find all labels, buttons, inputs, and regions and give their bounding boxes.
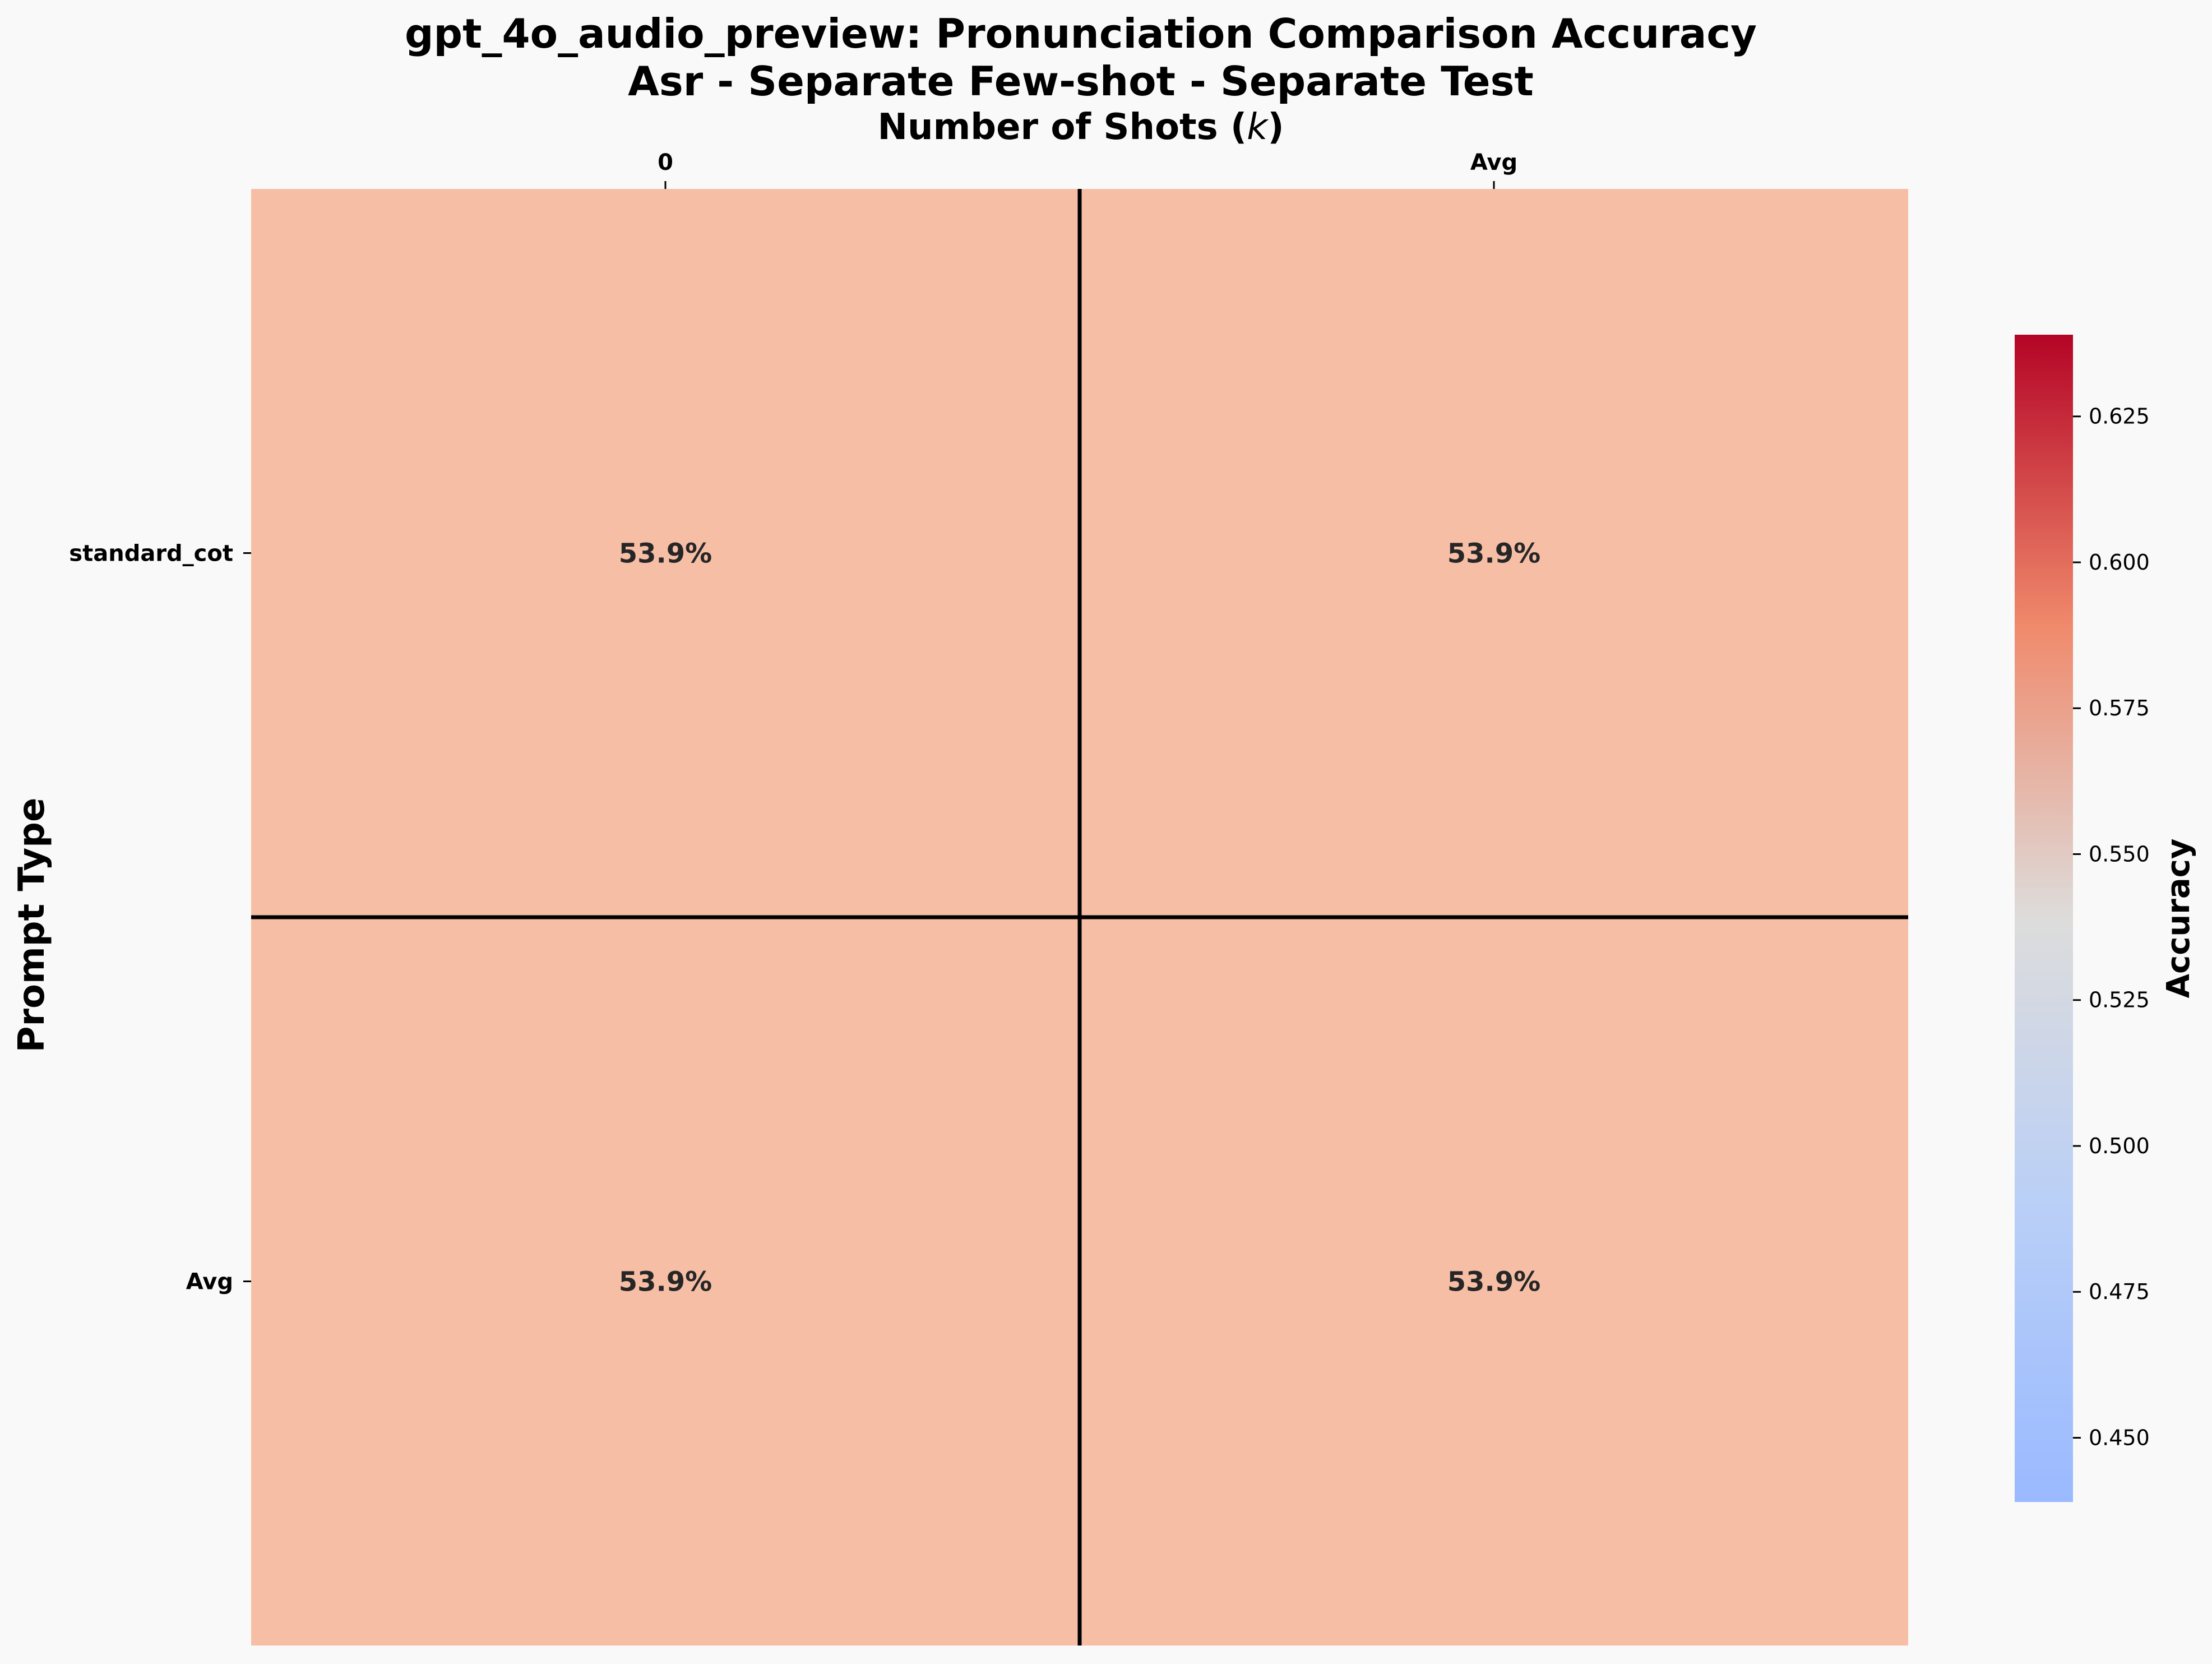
y-ticks: standard_cot Avg bbox=[69, 541, 251, 1295]
cell-value-label: 53.9% bbox=[1447, 538, 1541, 570]
cell-value-label: 53.9% bbox=[619, 538, 712, 570]
colorbar-label: Accuracy bbox=[2160, 839, 2197, 999]
colorbar-tick-label: 0.500 bbox=[2089, 1134, 2150, 1158]
colorbar-tick-label: 0.600 bbox=[2089, 550, 2150, 575]
x-ticks: 0 Avg bbox=[658, 150, 1517, 189]
colorbar-ticks: 0.450 0.475 0.500 0.525 0.550 0.575 0.600 0.625 bbox=[2073, 404, 2150, 1450]
colorbar-tick-label: 0.550 bbox=[2089, 842, 2150, 866]
colorbar bbox=[2015, 335, 2073, 1502]
cell-separators bbox=[251, 189, 1908, 1645]
colorbar-tick-label: 0.575 bbox=[2089, 696, 2150, 720]
colorbar-tick-label: 0.625 bbox=[2089, 404, 2150, 429]
heatmap-cell bbox=[251, 917, 1080, 1645]
colorbar-tick-label: 0.475 bbox=[2089, 1279, 2150, 1304]
heatmap-cell bbox=[251, 189, 1080, 917]
colorbar-tick-label: 0.450 bbox=[2089, 1425, 2150, 1450]
heatmap-cells: 53.9% 53.9% 53.9% 53.9% bbox=[251, 189, 1908, 1645]
heatmap-cell bbox=[1080, 917, 1908, 1645]
x-axis-label: Number of Shots (k) bbox=[877, 107, 1284, 148]
cell-value-label: 53.9% bbox=[1447, 1267, 1541, 1298]
chart-title-line-2: Asr - Separate Few-shot - Separate Test bbox=[628, 58, 1534, 105]
colorbar-tick-label: 0.525 bbox=[2089, 988, 2150, 1013]
chart-title-line-1: gpt_4o_audio_preview: Pronunciation Comp… bbox=[405, 10, 1757, 57]
y-tick-label: Avg bbox=[186, 1269, 233, 1295]
x-tick-label: Avg bbox=[1470, 150, 1517, 175]
heatmap-cell bbox=[1080, 189, 1908, 917]
cell-value-label: 53.9% bbox=[619, 1267, 712, 1298]
y-tick-label: standard_cot bbox=[69, 541, 233, 567]
y-axis-label: Prompt Type bbox=[11, 798, 53, 1053]
x-tick-label: 0 bbox=[658, 150, 673, 175]
